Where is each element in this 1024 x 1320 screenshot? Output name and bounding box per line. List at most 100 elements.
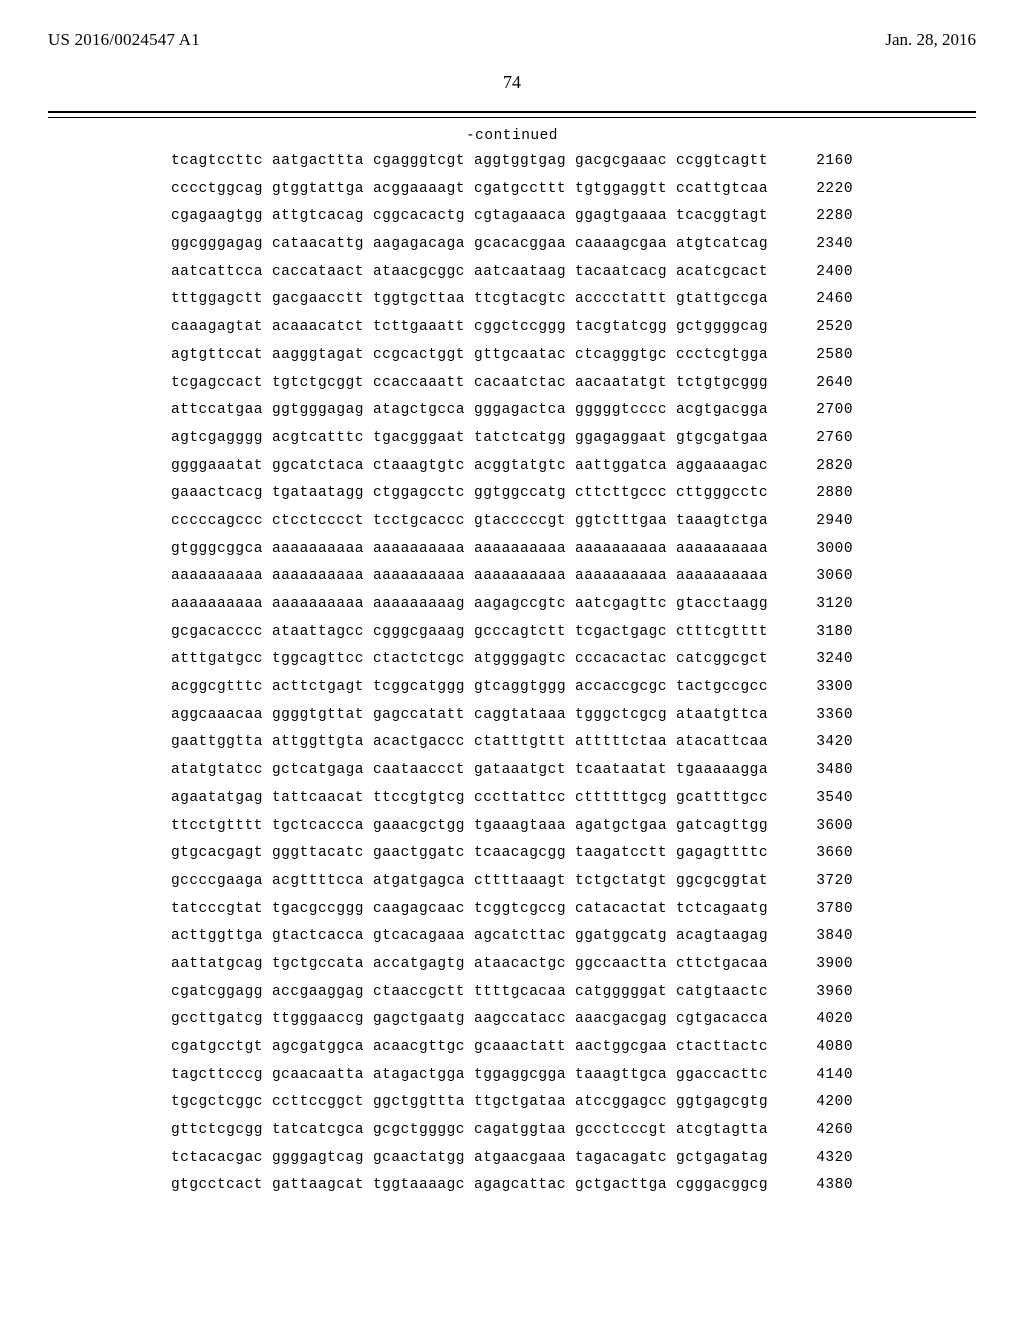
sequence-row: cgatcggagg accgaaggag ctaaccgctt ttttgcacaa…: [171, 985, 853, 1000]
sequence-chunk: tactgccgcc: [676, 680, 768, 695]
sequence-row: gccttgatcgttgggaaccggagctgaatgaagccatacc…: [171, 1012, 853, 1027]
sequence-chunk: ctcagggtgc: [575, 348, 667, 363]
sequence-position: 4080: [801, 1040, 853, 1055]
sequence-chunk: gggagactca: [474, 403, 566, 418]
sequence-chunk: ccattgtcaa: [676, 182, 768, 197]
sequence-chunk: tgacgccggg: [272, 902, 364, 917]
sequence-chunk: ctggagcctc: [373, 486, 465, 501]
sequence-chunk: aaaaaaaaag: [373, 597, 465, 612]
sequence-chunk: ggtggccatg: [474, 486, 566, 501]
sequence-chunk: tagacagatc: [575, 1151, 667, 1166]
sequence-chunk: cggctccggg: [474, 320, 566, 335]
sequence-chunk: acggaaaagt: [373, 182, 465, 197]
sequence-row: acttggttgagtactcaccagtcacagaaaagcatcttac…: [171, 929, 853, 944]
sequence-chunk: ctatttgttt: [474, 735, 566, 750]
sequence-chunk: cttctgacaa: [676, 957, 768, 972]
sequence-chunk: ggggaaatat: [171, 459, 263, 474]
sequence-chunk: ctttcgtttt: [676, 625, 768, 640]
sequence-position: 2220: [801, 182, 853, 197]
sequence-position: 3360: [801, 708, 853, 723]
horizontal-rule-top: [48, 111, 976, 118]
sequence-row: agtgttccataagggtagatccgcactggtgttgcaatac…: [171, 348, 853, 363]
sequence-chunk: atcgtagtta: [676, 1123, 768, 1138]
sequence-chunk: ggctggttta: [373, 1095, 465, 1110]
sequence-chunk: agtgttccat: [171, 348, 263, 363]
sequence-chunk: tatcatcgca: [272, 1123, 364, 1138]
sequence-chunk: atgaacgaaa: [474, 1151, 566, 1166]
sequence-chunk: cgatcggagg: [171, 985, 263, 1000]
sequence-chunk: aatcaataag: [474, 265, 566, 280]
sequence-position: 2280: [801, 209, 853, 224]
sequence-chunk: gccccgaaga: [171, 874, 263, 889]
sequence-position: 3960: [801, 985, 853, 1000]
sequence-position: 3240: [801, 652, 853, 667]
sequence-chunk: gctgacttga: [575, 1178, 667, 1193]
sequence-chunk: agagcattac: [474, 1178, 566, 1193]
sequence-chunk: tgcgctcggc: [171, 1095, 263, 1110]
sequence-position: 2400: [801, 265, 853, 280]
sequence-chunk: aaaaaaaaaa: [171, 597, 263, 612]
sequence-chunk: ggggtgttat: [272, 708, 364, 723]
sequence-row: ggggaaatatggcatctacactaaagtgtcacggtatgtc…: [171, 459, 853, 474]
sequence-chunk: aaaaaaaaaa: [272, 597, 364, 612]
sequence-chunk: attccatgaa: [171, 403, 263, 418]
sequence-chunk: caagagcaac: [373, 902, 465, 917]
sequence-chunk: tgaaagtaaa: [474, 819, 566, 834]
sequence-chunk: ggtctttgaa: [575, 514, 667, 529]
sequence-chunk: gcccagtctt: [474, 625, 566, 640]
sequence-chunk: gtacctaagg: [676, 597, 768, 612]
sequence-chunk: tgggctcgcg: [575, 708, 667, 723]
sequence-position: 3180: [801, 625, 853, 640]
sequence-position: 2760: [801, 431, 853, 446]
sequence-chunk: gctgagatag: [676, 1151, 768, 1166]
sequence-chunk: tcggtcgccg: [474, 902, 566, 917]
sequence-chunk: gtgcctcact: [171, 1178, 263, 1193]
sequence-chunk: tggtgcttaa: [373, 292, 465, 307]
sequence-position: 2640: [801, 376, 853, 391]
sequence-chunk: aggaaaagac: [676, 459, 768, 474]
sequence-chunk: catcggcgct: [676, 652, 768, 667]
sequence-chunk: gcgacacccc: [171, 625, 263, 640]
sequence-position: 3000: [801, 542, 853, 557]
sequence-chunk: atagactgga: [373, 1068, 465, 1083]
sequence-chunk: agaatatgag: [171, 791, 263, 806]
sequence-listing: tcagtccttcaatgactttacgagggtcgtaggtggtgag…: [171, 154, 853, 1193]
sequence-chunk: tgaaaaagga: [676, 763, 768, 778]
sequence-chunk: cgtagaaaca: [474, 209, 566, 224]
sequence-position: 2460: [801, 292, 853, 307]
sequence-chunk: aaaaaaaaaa: [373, 542, 465, 557]
sequence-row: gaattggttaattggttgtaacactgacccctatttgttt…: [171, 735, 853, 750]
sequence-chunk: gagctgaatg: [373, 1012, 465, 1027]
sequence-row: attccatgaaggtgggagagatagctgccagggagactca…: [171, 403, 853, 418]
sequence-chunk: gtgggcggca: [171, 542, 263, 557]
sequence-chunk: ctaaccgctt: [373, 985, 465, 1000]
sequence-row: atatgtatccgctcatgagacaataaccctgataaatgct…: [171, 763, 853, 778]
sequence-chunk: aatgacttta: [272, 154, 364, 169]
sequence-chunk: ataacgcggc: [373, 265, 465, 280]
sequence-chunk: cgggcgaaag: [373, 625, 465, 640]
sequence-chunk: cccctggcag: [171, 182, 263, 197]
sequence-chunk: agcatcttac: [474, 929, 566, 944]
sequence-chunk: aattggatca: [575, 459, 667, 474]
sequence-chunk: catgtaactc: [676, 985, 768, 1000]
publication-date: Jan. 28, 2016: [885, 30, 976, 50]
sequence-chunk: tgacgggaat: [373, 431, 465, 446]
sequence-chunk: ttttgcacaa: [474, 985, 566, 1000]
sequence-chunk: gagccatatt: [373, 708, 465, 723]
sequence-row: ggcgggagagcataacattgaagagacagagcacacggaa…: [171, 237, 853, 252]
sequence-row: cccctggcaggtggtattgaacggaaaagtcgatgccttt…: [171, 182, 853, 197]
sequence-chunk: cggcacactg: [373, 209, 465, 224]
sequence-chunk: tatctcatgg: [474, 431, 566, 446]
sequence-chunk: tctgtgcggg: [676, 376, 768, 391]
sequence-row: gccccgaagaacgttttccaatgatgagcacttttaaagt…: [171, 874, 853, 889]
sequence-chunk: ccgcactggt: [373, 348, 465, 363]
sequence-chunk: tacgtatcgg: [575, 320, 667, 335]
sequence-chunk: ggcgggagag: [171, 237, 263, 252]
sequence-chunk: atccggagcc: [575, 1095, 667, 1110]
sequence-chunk: aatcattcca: [171, 265, 263, 280]
sequence-position: 2340: [801, 237, 853, 252]
sequence-chunk: accgaaggag: [272, 985, 364, 1000]
sequence-chunk: tgataatagg: [272, 486, 364, 501]
sequence-chunk: acagtaagag: [676, 929, 768, 944]
sequence-row: tcgagccacttgtctgcggtccaccaaattcacaatctac…: [171, 376, 853, 391]
